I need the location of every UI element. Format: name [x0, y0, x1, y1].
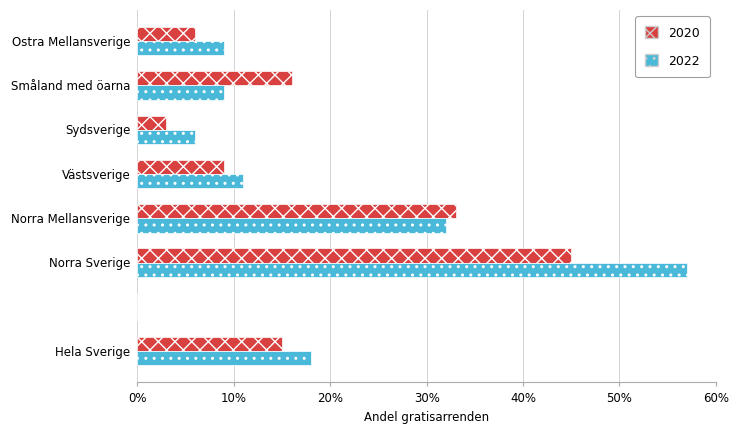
Bar — [138, 249, 571, 263]
Bar — [138, 86, 224, 100]
Bar — [138, 131, 195, 145]
Bar — [138, 28, 195, 42]
Bar — [138, 205, 456, 219]
Bar — [138, 263, 687, 277]
Bar — [138, 352, 311, 365]
Bar — [138, 337, 282, 352]
Bar — [138, 219, 446, 233]
Bar — [138, 174, 243, 189]
X-axis label: Andel gratisarrenden: Andel gratisarrenden — [364, 410, 489, 423]
Bar — [138, 72, 292, 86]
Legend: 2020, 2022: 2020, 2022 — [636, 17, 710, 78]
Bar — [138, 161, 224, 174]
Bar — [138, 116, 166, 131]
Bar — [138, 42, 224, 56]
